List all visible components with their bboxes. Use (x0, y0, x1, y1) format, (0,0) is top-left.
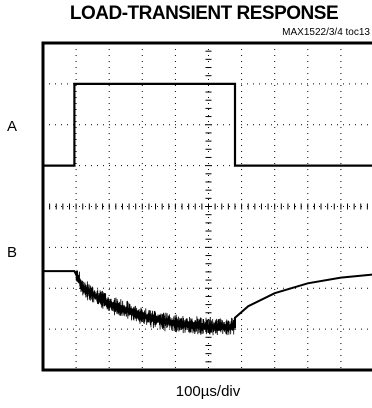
channel-label-a: A (7, 118, 17, 135)
trace-b-noise (75, 269, 235, 336)
channel-label-b: B (7, 244, 17, 261)
graticule (42, 42, 372, 371)
trace-b-line (43, 270, 372, 329)
x-axis-label: 100µs/div (176, 383, 241, 400)
plot-frame (41, 41, 372, 372)
chart-title: LOAD-TRANSIENT RESPONSE (70, 3, 338, 24)
figure-reference: MAX1522/3/4 toc13 (282, 27, 370, 38)
trace-a (43, 82, 372, 167)
trace-b (43, 269, 372, 336)
